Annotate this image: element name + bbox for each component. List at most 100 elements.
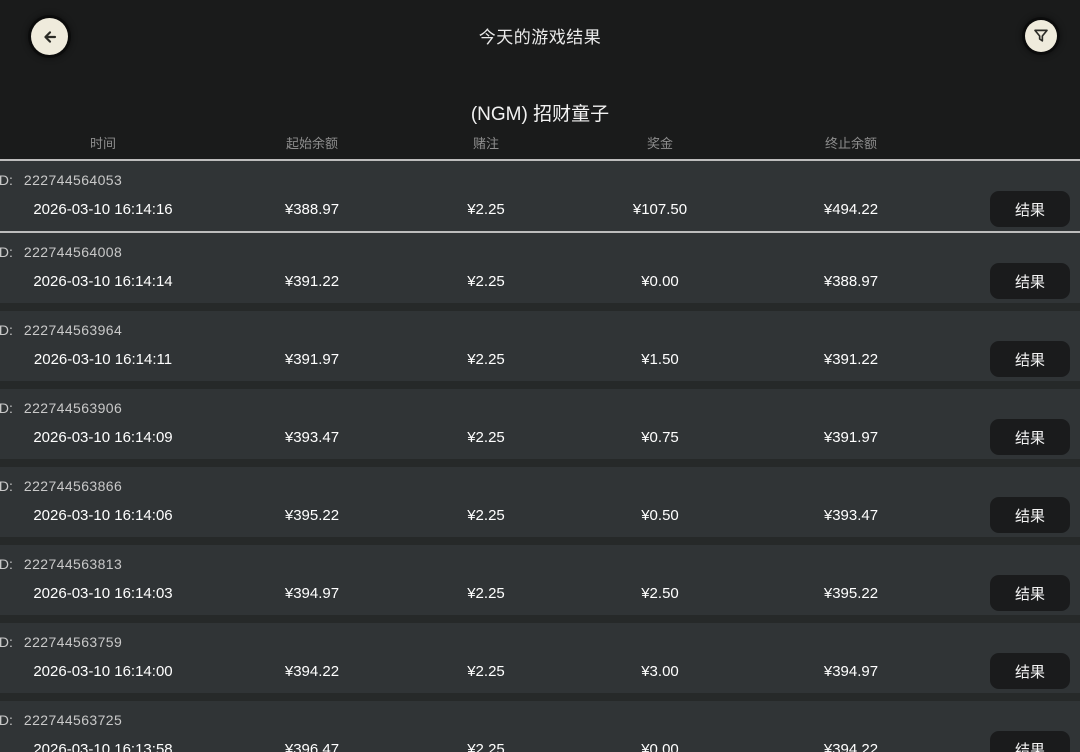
row-values: 2026-03-10 16:14:09 ¥393.47 ¥2.25 ¥0.75 …: [0, 419, 1080, 455]
result-button[interactable]: 结果: [990, 191, 1070, 227]
bet-value: ¥2.25: [467, 428, 505, 446]
prize-value: ¥2.50: [641, 584, 679, 602]
row-id: ID: 222744563813: [0, 556, 122, 572]
time-value: 2026-03-10 16:14:14: [33, 272, 173, 290]
prize-value: ¥0.75: [641, 428, 679, 446]
game-subtitle: (NGM) 招财童子: [470, 104, 610, 125]
table-row: ID: 222744563906 2026-03-10 16:14:09 ¥393…: [0, 389, 1080, 459]
row-id-label: ID:: [0, 322, 13, 338]
back-button[interactable]: [31, 18, 68, 55]
row-id-value: 222744564008: [23, 244, 123, 260]
row-id-label: ID:: [0, 556, 13, 572]
row-id: ID: 222744563964: [0, 322, 122, 338]
time-value: 2026-03-10 16:13:58: [33, 740, 173, 752]
row-id-value: 222744564053: [23, 172, 123, 188]
end-balance-value: ¥388.97: [823, 272, 879, 290]
row-id-value: 222744563866: [23, 478, 123, 494]
time-value: 2026-03-10 16:14:11: [33, 350, 173, 368]
column-header-time: 时间: [89, 136, 116, 151]
page-header: 今天的游戏结果 (NGM) 招财童子 时间 起始余额 赌注 奖金 终止余额: [0, 0, 1080, 161]
table-row: ID: 222744563813 2026-03-10 16:14:03 ¥394…: [0, 545, 1080, 615]
table-row: ID: 222744563759 2026-03-10 16:14:00 ¥394…: [0, 623, 1080, 693]
row-id-value: 222744563813: [23, 556, 123, 572]
end-balance-value: ¥393.47: [823, 506, 879, 524]
result-button[interactable]: 结果: [990, 341, 1070, 377]
result-button[interactable]: 结果: [990, 653, 1070, 689]
table-row: ID: 222744564008 2026-03-10 16:14:14 ¥391…: [0, 233, 1080, 303]
time-value: 2026-03-10 16:14:03: [33, 584, 173, 602]
start-balance-value: ¥388.97: [284, 200, 340, 218]
row-id: ID: 222744564008: [0, 244, 122, 260]
table-row: ID: 222744563725 2026-03-10 16:13:58 ¥396…: [0, 701, 1080, 752]
end-balance-value: ¥391.22: [823, 350, 879, 368]
row-values: 2026-03-10 16:14:16 ¥388.97 ¥2.25 ¥107.5…: [0, 191, 1080, 227]
row-values: 2026-03-10 16:14:11 ¥391.97 ¥2.25 ¥1.50 …: [0, 341, 1080, 377]
row-values: 2026-03-10 16:14:03 ¥394.97 ¥2.25 ¥2.50 …: [0, 575, 1080, 611]
time-value: 2026-03-10 16:14:00: [33, 662, 173, 680]
table-row: ID: 222744563964 2026-03-10 16:14:11 ¥391…: [0, 311, 1080, 381]
result-button[interactable]: 结果: [990, 497, 1070, 533]
table-row: ID: 222744563866 2026-03-10 16:14:06 ¥395…: [0, 467, 1080, 537]
end-balance-value: ¥394.22: [823, 740, 879, 752]
time-value: 2026-03-10 16:14:09: [33, 428, 173, 446]
result-button[interactable]: 结果: [990, 263, 1070, 299]
row-id-value: 222744563964: [23, 322, 123, 338]
row-id: ID: 222744563906: [0, 400, 122, 416]
start-balance-value: ¥394.97: [284, 584, 340, 602]
start-balance-value: ¥391.97: [284, 350, 340, 368]
result-button[interactable]: 结果: [990, 419, 1070, 455]
end-balance-value: ¥494.22: [823, 200, 879, 218]
row-values: 2026-03-10 16:14:06 ¥395.22 ¥2.25 ¥0.50 …: [0, 497, 1080, 533]
bet-value: ¥2.25: [467, 272, 505, 290]
end-balance-value: ¥391.97: [823, 428, 879, 446]
bet-value: ¥2.25: [467, 662, 505, 680]
row-id-label: ID:: [0, 400, 13, 416]
prize-value: ¥0.00: [641, 740, 679, 752]
row-values: 2026-03-10 16:14:14 ¥391.22 ¥2.25 ¥0.00 …: [0, 263, 1080, 299]
row-values: 2026-03-10 16:13:58 ¥396.47 ¥2.25 ¥0.00 …: [0, 731, 1080, 752]
row-id: ID: 222744563866: [0, 478, 122, 494]
end-balance-value: ¥394.97: [823, 662, 879, 680]
result-button[interactable]: 结果: [990, 731, 1070, 752]
time-value: 2026-03-10 16:14:16: [33, 200, 173, 218]
prize-value: ¥3.00: [641, 662, 679, 680]
row-id-value: 222744563725: [23, 712, 123, 728]
column-header-prize: 奖金: [646, 136, 673, 151]
start-balance-value: ¥396.47: [284, 740, 340, 752]
row-id: ID: 222744563725: [0, 712, 122, 728]
prize-value: ¥1.50: [641, 350, 679, 368]
start-balance-value: ¥394.22: [284, 662, 340, 680]
bet-value: ¥2.25: [467, 350, 505, 368]
bet-value: ¥2.25: [467, 584, 505, 602]
column-header-start-balance: 起始余额: [285, 136, 338, 151]
end-balance-value: ¥395.22: [823, 584, 879, 602]
row-id-value: 222744563759: [23, 634, 123, 650]
start-balance-value: ¥395.22: [284, 506, 340, 524]
row-values: 2026-03-10 16:14:00 ¥394.22 ¥2.25 ¥3.00 …: [0, 653, 1080, 689]
prize-value: ¥0.00: [641, 272, 679, 290]
results-list: ID: 222744564053 2026-03-10 16:14:16 ¥388…: [0, 161, 1080, 752]
table-row: ID: 222744564053 2026-03-10 16:14:16 ¥388…: [0, 161, 1080, 233]
time-value: 2026-03-10 16:14:06: [33, 506, 173, 524]
bet-value: ¥2.25: [467, 740, 505, 752]
bet-value: ¥2.25: [467, 200, 505, 218]
row-id-value: 222744563906: [23, 400, 123, 416]
row-id-label: ID:: [0, 634, 13, 650]
filter-button[interactable]: [1025, 20, 1057, 52]
result-button[interactable]: 结果: [990, 575, 1070, 611]
column-header-end-balance: 终止余额: [824, 136, 877, 151]
row-id-label: ID:: [0, 172, 13, 188]
bet-value: ¥2.25: [467, 506, 505, 524]
row-id: ID: 222744564053: [0, 172, 122, 188]
start-balance-value: ¥393.47: [284, 428, 340, 446]
funnel-icon: [1032, 27, 1050, 45]
row-id-label: ID:: [0, 244, 13, 260]
row-id: ID: 222744563759: [0, 634, 122, 650]
row-id-label: ID:: [0, 478, 13, 494]
table-column-headers: 时间 起始余额 赌注 奖金 终止余额: [0, 133, 1080, 152]
column-header-bet: 赌注: [472, 136, 499, 151]
prize-value: ¥0.50: [641, 506, 679, 524]
start-balance-value: ¥391.22: [284, 272, 340, 290]
row-id-label: ID:: [0, 712, 13, 728]
